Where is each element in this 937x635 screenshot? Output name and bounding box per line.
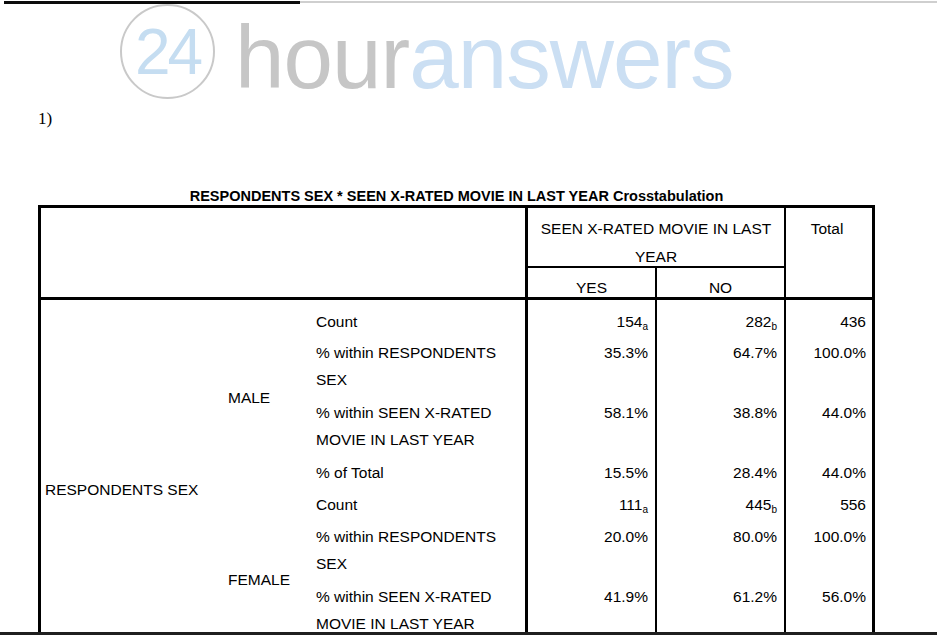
- logo-wordmark: houranswers: [235, 6, 734, 109]
- yes-no-divider-line: [655, 266, 657, 635]
- row-statistic-label: Count: [316, 491, 506, 518]
- document-page: 24 houranswers 1) RESPONDENTS SEX * SEEN…: [0, 0, 937, 635]
- cell-value-yes: 58.1%: [528, 399, 648, 426]
- footnote-subscript: b: [771, 321, 777, 332]
- cell-value-total: 56.0%: [786, 583, 866, 610]
- row-statistic-label: Count: [316, 308, 506, 335]
- logo-word-hour: hour: [235, 7, 409, 107]
- cell-value-no: 28.4%: [661, 459, 777, 486]
- row-category-label: MALE: [228, 384, 270, 411]
- question-number: 1): [38, 109, 52, 129]
- cell-value-no: 61.2%: [661, 583, 777, 610]
- cell-value-no: 80.0%: [661, 523, 777, 550]
- cell-value-yes: 15.5%: [528, 459, 648, 486]
- yes-column-header: YES: [528, 274, 655, 302]
- total-column-header: Total: [786, 215, 868, 243]
- cell-value-yes: 111a: [528, 491, 648, 523]
- no-column-header: NO: [657, 274, 784, 302]
- cell-value-no: 445b: [661, 491, 777, 523]
- footnote-subscript: b: [771, 504, 777, 515]
- cell-value-no: 282b: [661, 308, 777, 340]
- top-border-dark: [4, 1, 300, 4]
- cell-value-yes: 41.9%: [528, 583, 648, 610]
- row-variable-label: RESPONDENTS SEX: [45, 476, 198, 503]
- table-title: RESPONDENTS SEX * SEEN X-RATED MOVIE IN …: [38, 187, 875, 205]
- column-group-header: SEEN X-RATED MOVIE IN LAST YEAR: [528, 215, 784, 271]
- row-statistic-label: % of Total: [316, 459, 506, 486]
- cell-value-no: 38.8%: [661, 399, 777, 426]
- cell-value-total: 100.0%: [786, 523, 866, 550]
- cell-value-total: 100.0%: [786, 339, 866, 366]
- footnote-subscript: a: [642, 321, 648, 332]
- cell-value-no: 64.7%: [661, 339, 777, 366]
- row-category-label: FEMALE: [228, 566, 290, 593]
- cell-value-yes: 20.0%: [528, 523, 648, 550]
- cell-value-total: 436: [786, 308, 866, 335]
- footnote-subscript: a: [642, 504, 648, 515]
- logo-word-answers: answers: [409, 7, 733, 107]
- top-border-light: [300, 1, 937, 3]
- row-statistic-label: % within SEEN X-RATED MOVIE IN LAST YEAR: [316, 583, 506, 635]
- logo-circle-icon: 24: [120, 4, 215, 99]
- cell-value-total: 44.0%: [786, 459, 866, 486]
- cell-value-yes: 35.3%: [528, 339, 648, 366]
- row-statistic-label: % within RESPONDENTS SEX: [316, 523, 506, 577]
- row-statistic-label: % within RESPONDENTS SEX: [316, 339, 506, 393]
- crosstab-table: SEEN X-RATED MOVIE IN LAST YEAR Total YE…: [38, 205, 875, 635]
- row-statistic-label: % within SEEN X-RATED MOVIE IN LAST YEAR: [316, 399, 506, 453]
- cell-value-total: 44.0%: [786, 399, 866, 426]
- logo-24-text: 24: [135, 20, 200, 84]
- cell-value-total: 556: [786, 491, 866, 518]
- cell-value-yes: 154a: [528, 308, 648, 340]
